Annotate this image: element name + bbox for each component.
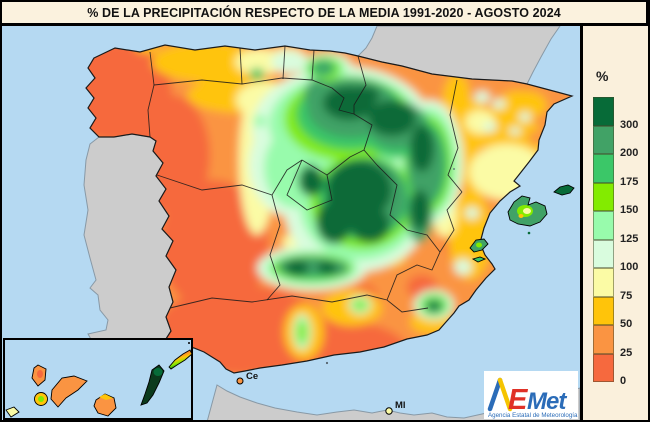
legend-label: 150 xyxy=(620,204,639,216)
gran-canaria-island xyxy=(93,393,117,417)
legend-label: 125 xyxy=(620,232,639,245)
title-bar: % DE LA PRECIPITACIÓN RESPECTO DE LA MED… xyxy=(2,2,646,26)
legend-label: 300 xyxy=(620,118,639,131)
spain-precipitation-field xyxy=(86,45,572,373)
legend-label: 0 xyxy=(620,375,627,387)
lanzarote-island xyxy=(168,349,193,370)
formentera-island xyxy=(471,256,487,263)
map-title: % DE LA PRECIPITACIÓN RESPECTO DE LA MED… xyxy=(87,5,561,20)
tenerife-island xyxy=(50,375,88,408)
logo-letters-met: Met xyxy=(527,388,567,415)
melilla-label: Ml xyxy=(395,400,406,411)
spain-coastline xyxy=(85,44,574,374)
legend-swatch xyxy=(593,154,614,183)
legend-panel: % 300 200 175 150 125 100 75 50 25 0 xyxy=(580,26,648,420)
logo-letter-e: E xyxy=(508,384,529,416)
region-borders xyxy=(147,45,463,313)
logo-a-left-stroke xyxy=(487,377,503,412)
menorca-island xyxy=(553,184,575,196)
legend-label: 175 xyxy=(620,175,639,188)
ceuta-label: Ce xyxy=(246,371,258,382)
legend-label: 100 xyxy=(620,261,639,273)
balearic-islands xyxy=(325,168,575,365)
logo-a-right-stroke xyxy=(497,377,513,412)
legend-swatch xyxy=(593,182,614,211)
aemet-logo-graphic: E Met Agencia Estatal de Meteorología xyxy=(487,377,578,419)
legend-label: 75 xyxy=(620,289,633,302)
legend-swatch xyxy=(593,239,614,268)
aemet-logo: E Met Agencia Estatal de Meteorología xyxy=(484,371,578,419)
legend-label: 200 xyxy=(620,147,639,159)
city-markers: Ce Ml xyxy=(236,371,406,415)
legend-unit-label: % xyxy=(596,68,609,84)
legend-label: 50 xyxy=(620,318,633,330)
legend-swatch xyxy=(593,97,614,126)
legend-label: 25 xyxy=(620,346,633,359)
legend-color-scale: 300 200 175 150 125 100 75 50 25 0 xyxy=(583,97,648,387)
spain-precipitation-map: Ce Ml xyxy=(2,26,580,420)
el-hierro-island xyxy=(5,406,20,418)
legend-swatch xyxy=(593,296,614,325)
legend-swatch xyxy=(593,211,614,240)
legend-swatch xyxy=(593,353,614,382)
logo-subtitle: Agencia Estatal de Meteorología xyxy=(488,412,578,419)
canary-islands-inset xyxy=(3,338,193,420)
ceuta-marker xyxy=(236,377,244,385)
legend-swatch xyxy=(593,125,614,154)
melilla-marker xyxy=(385,407,393,415)
legend-swatch xyxy=(593,268,614,297)
legend-swatch xyxy=(593,325,614,354)
